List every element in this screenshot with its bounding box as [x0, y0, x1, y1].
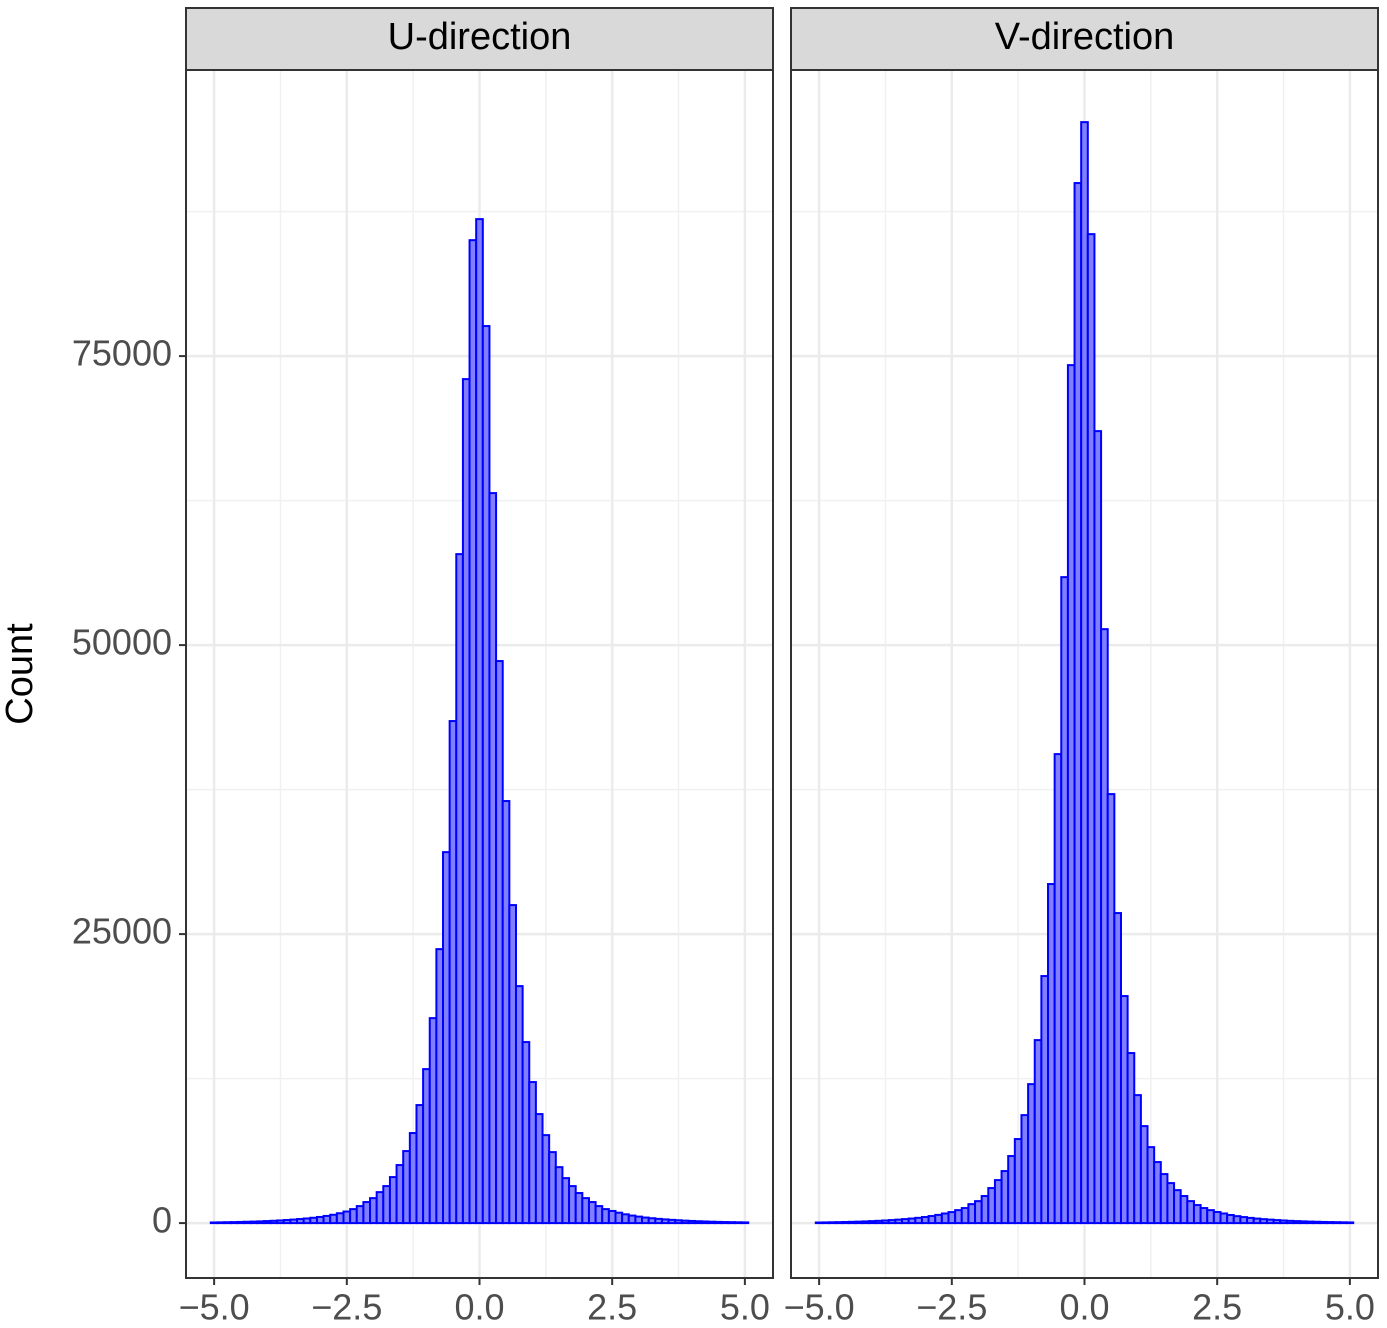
- x-tick-label: 5.0: [1325, 1287, 1375, 1328]
- y-tick-label: 75000: [72, 333, 172, 374]
- facet-strip: [185, 7, 774, 71]
- facet-title: V-direction: [995, 16, 1175, 58]
- facet-strip: [790, 7, 1379, 71]
- x-tick-label: −5.0: [179, 1287, 250, 1328]
- x-tick-label: 0.0: [1059, 1287, 1109, 1328]
- panel-border: [185, 69, 774, 1279]
- histogram-bar: [740, 1221, 750, 1225]
- x-tick-label: 5.0: [720, 1287, 770, 1328]
- x-tick-label: −2.5: [916, 1287, 987, 1328]
- x-tick-label: −5.0: [784, 1287, 855, 1328]
- histogram-bar: [1345, 1221, 1355, 1225]
- y-axis-label: Count: [0, 623, 41, 725]
- x-tick-label: −2.5: [311, 1287, 382, 1328]
- y-tick-label: 50000: [72, 622, 172, 663]
- y-tick-label: 25000: [72, 911, 172, 952]
- x-tick-label: 2.5: [587, 1287, 637, 1328]
- facet-title: U-direction: [388, 16, 572, 58]
- y-tick-label: 0: [152, 1200, 172, 1241]
- x-tick-label: 2.5: [1192, 1287, 1242, 1328]
- panel-border: [790, 69, 1379, 1279]
- x-tick-label: 0.0: [454, 1287, 504, 1328]
